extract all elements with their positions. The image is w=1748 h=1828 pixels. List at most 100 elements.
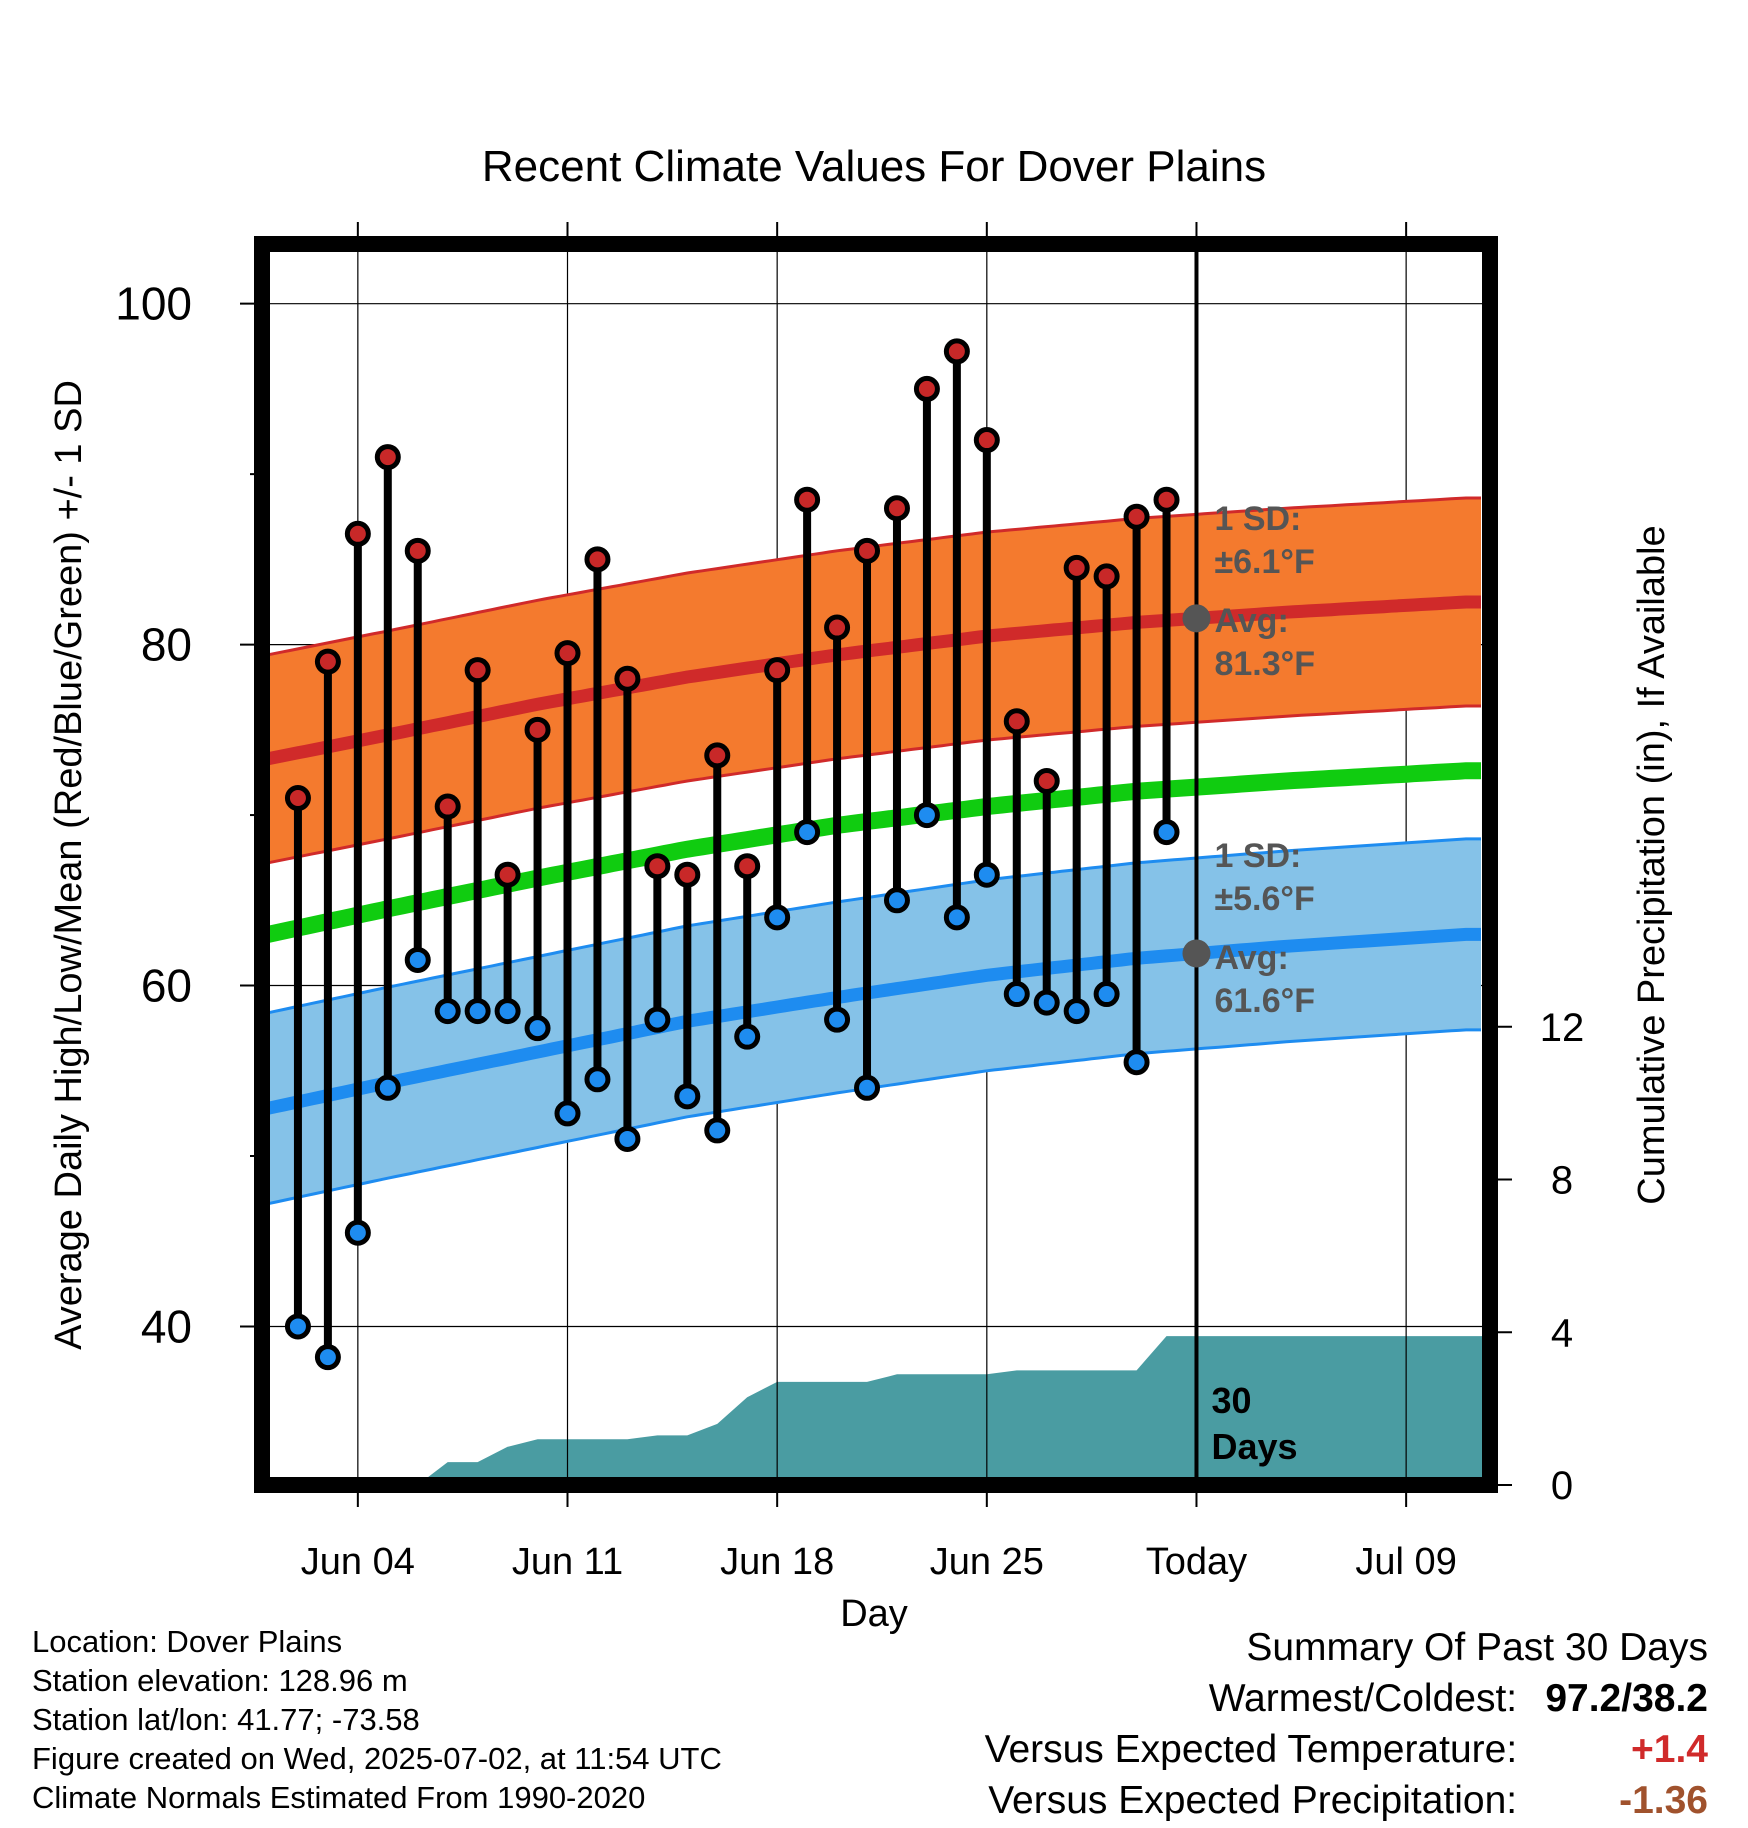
daily-low-marker — [554, 1100, 581, 1127]
daily-low-marker — [674, 1083, 701, 1110]
today-low-normal-marker — [1182, 939, 1211, 968]
daily-low-marker — [494, 998, 521, 1025]
x-tick-label: Today — [1146, 1541, 1247, 1583]
plot-content — [262, 244, 1490, 1485]
precip-anomaly-value: -1.36 — [1619, 1779, 1708, 1822]
daily-low-marker — [1153, 819, 1180, 846]
y-axis-label: Average Daily High/Low/Mean (Red/Blue/Gr… — [48, 380, 90, 1350]
daily-high-marker — [584, 546, 611, 573]
high-normal-line — [266, 595, 1481, 766]
y-tick-label: 60 — [141, 960, 192, 1012]
daily-low-marker — [344, 1219, 371, 1246]
daily-high-marker — [973, 427, 1000, 454]
daily-high-marker — [464, 657, 491, 684]
daily-high-marker — [1123, 503, 1150, 530]
daily-low-marker — [854, 1074, 881, 1101]
daily-high-marker — [524, 716, 551, 743]
daily-low-marker — [824, 1006, 851, 1033]
x-axis-label: Day — [840, 1593, 908, 1635]
plot-frame — [254, 236, 1498, 1493]
daily-low-marker — [1033, 989, 1060, 1016]
daily-high-marker — [314, 648, 341, 675]
daily-high-marker — [883, 495, 910, 522]
low-normal-line — [266, 927, 1481, 1115]
daily-low-marker — [1123, 1049, 1150, 1076]
low-avg-label: Avg: — [1214, 939, 1288, 977]
y-tick-label: 40 — [141, 1300, 192, 1352]
daily-low-marker — [464, 998, 491, 1025]
y-tick-label: 100 — [115, 278, 192, 330]
y2-tick-label: 0 — [1551, 1464, 1573, 1508]
daily-low-marker — [614, 1125, 641, 1152]
latlon-text: Station lat/lon: 41.77; -73.58 — [32, 1702, 420, 1737]
daily-high-marker — [404, 537, 431, 564]
low-sd-label: 1 SD: — [1214, 837, 1301, 875]
daily-high-marker — [854, 537, 881, 564]
daily-high-marker — [644, 853, 671, 880]
normals-text: Climate Normals Estimated From 1990-2020 — [32, 1780, 646, 1815]
daily-low-marker — [584, 1066, 611, 1093]
daily-high-marker — [674, 861, 701, 888]
daily-high-marker — [913, 375, 940, 402]
temp-anomaly-label: Versus Expected Temperature: — [984, 1728, 1518, 1771]
x-tick-label: Jul 09 — [1355, 1541, 1456, 1583]
warm-cold-row: Warmest/Coldest: 97.2/38.2 — [985, 1673, 1708, 1724]
daily-high-marker — [824, 614, 851, 641]
daily-high-marker — [764, 657, 791, 684]
high-sd-label: 1 SD: — [1214, 500, 1301, 538]
precip-anomaly-label: Versus Expected Precipitation: — [988, 1779, 1518, 1822]
daily-high-marker — [1033, 767, 1060, 794]
warm-cold-value: 97.2/38.2 — [1545, 1677, 1708, 1720]
daily-high-marker — [1063, 554, 1090, 581]
plot-area: 1 SD: ±6.1°F Avg: 81.3°F 1 SD: ±5.6°F Avg: 61.6… — [115, 222, 1584, 1583]
x-tick-label: Jun 11 — [512, 1541, 623, 1583]
daily-high-marker — [794, 486, 821, 513]
daily-high-marker — [943, 338, 970, 365]
created-text: Figure created on Wed, 2025-07-02, at 11… — [32, 1741, 722, 1776]
daily-low-marker — [883, 887, 910, 914]
daily-low-marker — [943, 904, 970, 931]
location-text: Location: Dover Plains — [32, 1624, 343, 1659]
high-sd-value: ±6.1°F — [1214, 543, 1314, 581]
x-tick-label: Jun 18 — [720, 1541, 834, 1583]
daily-low-marker — [913, 802, 940, 829]
daily-low-marker — [374, 1074, 401, 1101]
daily-low-marker — [284, 1313, 311, 1340]
daily-high-marker — [704, 742, 731, 769]
x-tick-label: Jun 04 — [301, 1541, 415, 1583]
y2-tick-label: 4 — [1551, 1311, 1573, 1355]
daily-low-marker — [1003, 981, 1030, 1008]
temp-anomaly-row: Versus Expected Temperature: +1.4 — [985, 1724, 1708, 1775]
daily-high-marker — [344, 520, 371, 547]
daily-low-marker — [973, 861, 1000, 888]
daily-low-marker — [404, 946, 431, 973]
low-avg-value: 61.6°F — [1214, 982, 1315, 1020]
daily-high-marker — [734, 853, 761, 880]
y2-tick-label: 8 — [1551, 1159, 1573, 1203]
low-sd-upper-line — [267, 837, 1481, 1015]
daily-high-marker — [614, 665, 641, 692]
y2-tick-label: 12 — [1540, 1006, 1585, 1050]
precip-anomaly-row: Versus Expected Precipitation: -1.36 — [985, 1775, 1708, 1826]
daily-high-marker — [284, 785, 311, 812]
mean-normal-line — [266, 762, 1481, 943]
x-tick-label: Jun 25 — [930, 1541, 1044, 1583]
precipitation-area — [268, 1336, 1490, 1485]
daily-low-marker — [1093, 981, 1120, 1008]
daily-high-marker — [1093, 563, 1120, 590]
daily-low-marker — [704, 1117, 731, 1144]
daily-low-marker — [734, 1023, 761, 1050]
summary-panel: Summary Of Past 30 Days Warmest/Coldest:… — [985, 1622, 1708, 1826]
high-avg-label: Avg: — [1214, 602, 1288, 640]
daily-low-marker — [1063, 998, 1090, 1025]
daily-high-marker — [1003, 708, 1030, 735]
today-high-normal-marker — [1182, 604, 1211, 633]
daily-high-marker — [554, 640, 581, 667]
daily-low-marker — [764, 904, 791, 931]
daily-high-marker — [374, 444, 401, 471]
daily-high-marker — [434, 793, 461, 820]
daily-low-marker — [524, 1015, 551, 1042]
window-label-number: 30 — [1211, 1380, 1251, 1421]
window-label-days: Days — [1211, 1426, 1297, 1467]
